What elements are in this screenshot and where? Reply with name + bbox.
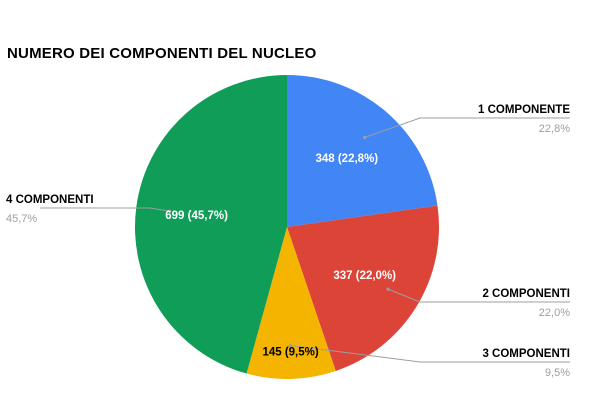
chart-title: NUMERO DEI COMPONENTI DEL NUCLEO	[7, 45, 317, 62]
callout-name-2-componenti: 2 COMPONENTI	[482, 288, 570, 300]
callout-name-3-componenti: 3 COMPONENTI	[482, 348, 570, 360]
leader-lines-layer	[40, 117, 570, 363]
pie-slice-4-componenti	[134, 75, 287, 374]
data-label-1-componente: 348 (22,8%)	[315, 153, 378, 165]
data-label-3-componenti: 145 (9,5%)	[262, 347, 318, 359]
callout-percent-1-componente: 22,8%	[539, 123, 570, 135]
data-label-4-componenti: 699 (45,7%)	[165, 210, 228, 222]
pie-slice-2-componenti	[287, 205, 440, 371]
callout-percent-3-componenti: 9,5%	[545, 367, 570, 379]
callout-percent-4-componenti: 45,7%	[6, 213, 37, 225]
leader-line-2-componenti	[387, 288, 570, 303]
pie-slice-3-componenti	[246, 227, 336, 380]
pie-slice-1-componente	[287, 75, 438, 227]
data-label-2-componenti: 337 (22,0%)	[333, 270, 396, 282]
callout-name-4-componenti: 4 COMPONENTI	[6, 194, 94, 206]
callout-percent-2-componenti: 22,0%	[539, 307, 570, 319]
slices-layer	[134, 75, 440, 380]
leader-line-1-componente	[364, 117, 570, 138]
leader-line-3-componenti	[290, 345, 570, 363]
labels-layer: 348 (22,8%) 1 COMPONENTE 22,8% 337 (22,0%) 2…	[6, 104, 570, 379]
leader-line-4-componenti	[40, 207, 170, 212]
callout-name-1-componente: 1 COMPONENTE	[478, 104, 570, 116]
